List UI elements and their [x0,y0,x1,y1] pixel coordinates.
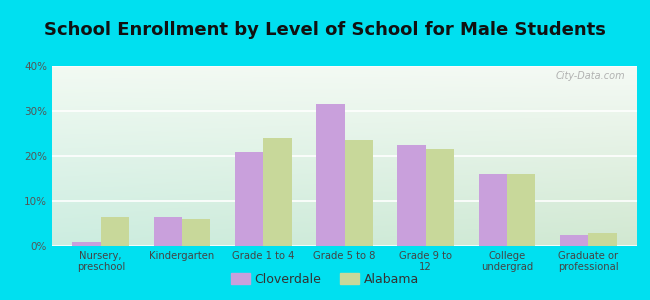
Text: City-Data.com: City-Data.com [556,71,625,81]
Bar [182,219,211,246]
Bar [478,174,507,246]
Bar [397,145,426,246]
Bar [72,242,101,246]
Bar [316,104,344,246]
Bar [101,217,129,246]
Legend: Cloverdale, Alabama: Cloverdale, Alabama [226,268,424,291]
Text: School Enrollment by Level of School for Male Students: School Enrollment by Level of School for… [44,21,606,39]
Bar [507,174,536,246]
Bar [344,140,373,246]
Bar [263,138,292,246]
Bar [588,232,617,246]
Bar [426,149,454,246]
Bar [235,152,263,246]
Bar [153,217,182,246]
Bar [560,235,588,246]
